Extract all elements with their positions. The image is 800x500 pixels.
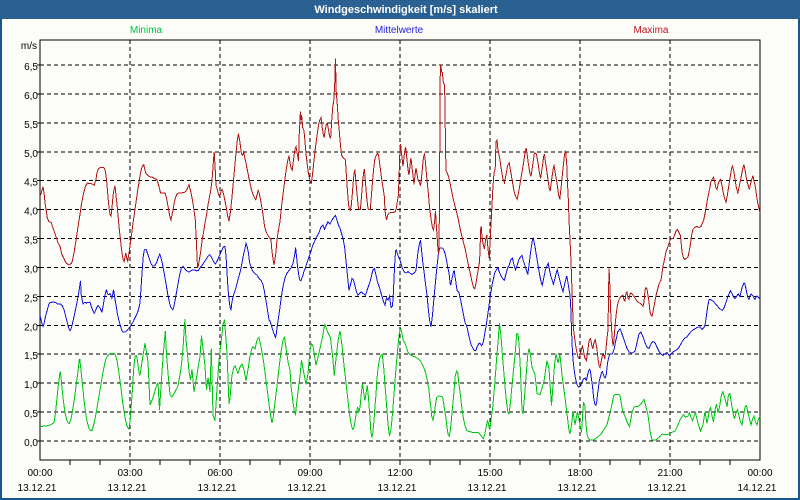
svg-text:03:00: 03:00: [117, 468, 142, 479]
svg-text:14.12.21: 14.12.21: [738, 483, 777, 494]
svg-text:Maxima: Maxima: [633, 25, 668, 36]
svg-text:13.12.21: 13.12.21: [288, 483, 327, 494]
svg-text:4,5: 4,5: [24, 178, 38, 189]
svg-text:12:00: 12:00: [387, 468, 412, 479]
svg-text:6,0: 6,0: [24, 91, 38, 102]
svg-text:13.12.21: 13.12.21: [378, 483, 417, 494]
svg-text:Minima: Minima: [130, 25, 163, 36]
svg-text:13.12.21: 13.12.21: [18, 483, 57, 494]
svg-text:13.12.21: 13.12.21: [198, 483, 237, 494]
svg-text:00:00: 00:00: [747, 468, 772, 479]
svg-text:2,5: 2,5: [24, 293, 38, 304]
svg-text:6,5: 6,5: [24, 62, 38, 73]
svg-text:Windgeschwindigkeit [m/s] skal: Windgeschwindigkeit [m/s] skaliert: [314, 4, 498, 16]
svg-text:3,5: 3,5: [24, 236, 38, 247]
svg-text:0,0: 0,0: [24, 438, 38, 449]
svg-text:5,5: 5,5: [24, 120, 38, 131]
svg-text:m/s: m/s: [21, 41, 37, 52]
svg-text:0,5: 0,5: [24, 409, 38, 420]
svg-text:13.12.21: 13.12.21: [648, 483, 687, 494]
svg-text:06:00: 06:00: [207, 468, 232, 479]
svg-text:09:00: 09:00: [297, 468, 322, 479]
svg-text:1,5: 1,5: [24, 351, 38, 362]
svg-text:15:00: 15:00: [477, 468, 502, 479]
svg-text:13.12.21: 13.12.21: [558, 483, 597, 494]
svg-text:3,0: 3,0: [24, 265, 38, 276]
svg-text:1,0: 1,0: [24, 380, 38, 391]
svg-text:13.12.21: 13.12.21: [108, 483, 147, 494]
svg-text:Mittelwerte: Mittelwerte: [375, 25, 424, 36]
svg-text:21:00: 21:00: [657, 468, 682, 479]
svg-text:18:00: 18:00: [567, 468, 592, 479]
svg-text:13.12.21: 13.12.21: [468, 483, 507, 494]
svg-text:00:00: 00:00: [27, 468, 52, 479]
svg-text:5,0: 5,0: [24, 149, 38, 160]
svg-text:4,0: 4,0: [24, 207, 38, 218]
svg-text:2,0: 2,0: [24, 322, 38, 333]
